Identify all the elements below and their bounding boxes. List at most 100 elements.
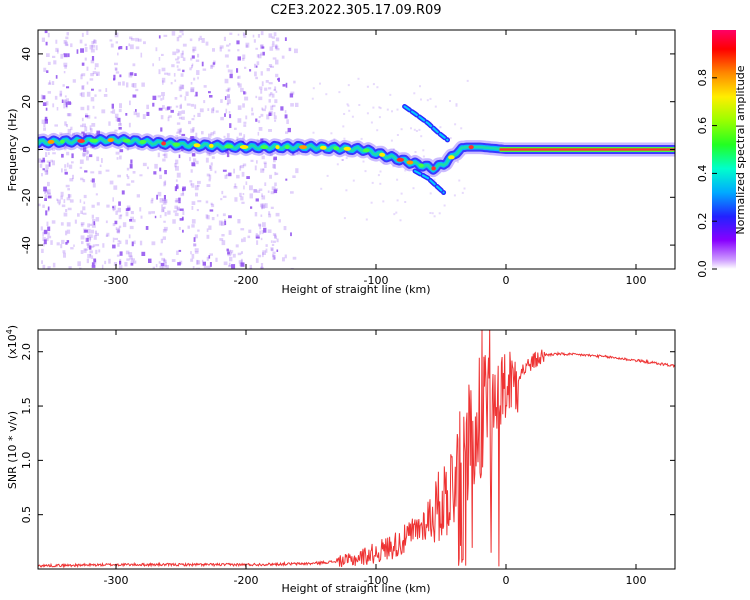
- noise-speckle: [261, 203, 266, 208]
- noise-speckle: [135, 37, 139, 42]
- noise-speckle: [159, 252, 163, 256]
- noise-speckle: [370, 121, 373, 124]
- noise-speckle: [163, 258, 166, 262]
- noise-speckle: [255, 47, 258, 50]
- noise-speckle: [131, 258, 135, 261]
- noise-speckle: [113, 74, 116, 80]
- noise-speckle: [130, 216, 134, 220]
- noise-speckle: [164, 199, 168, 204]
- colorbar-title: Normalized spectral amplitude: [734, 65, 747, 234]
- noise-speckle: [45, 210, 48, 216]
- noise-speckle: [135, 88, 139, 92]
- noise-speckle: [260, 44, 264, 49]
- noise-speckle: [53, 60, 57, 65]
- noise-speckle: [46, 221, 49, 226]
- noise-speckle: [55, 75, 58, 79]
- noise-speckle: [105, 220, 108, 224]
- noise-speckle: [225, 89, 229, 92]
- noise-speckle: [273, 256, 276, 260]
- noise-speckle: [150, 199, 154, 204]
- noise-speckle: [56, 198, 59, 201]
- noise-speckle: [162, 158, 166, 162]
- noise-speckle: [393, 213, 396, 216]
- noise-speckle: [342, 125, 345, 128]
- noise-speckle: [201, 259, 204, 263]
- noise-speckle: [274, 234, 277, 238]
- noise-speckle: [191, 206, 194, 210]
- noise-speckle: [175, 135, 179, 140]
- noise-speckle: [125, 250, 130, 255]
- noise-speckle: [66, 197, 71, 201]
- noise-speckle: [392, 165, 395, 168]
- noise-speckle: [181, 133, 186, 136]
- noise-speckle: [154, 215, 157, 219]
- noise-speckle: [274, 99, 278, 104]
- noise-speckle: [76, 49, 79, 54]
- noise-speckle: [193, 77, 196, 81]
- noise-speckle: [274, 182, 277, 187]
- noise-speckle: [66, 113, 71, 117]
- noise-speckle: [40, 226, 43, 231]
- noise-speckle: [210, 162, 213, 166]
- noise-speckle: [129, 44, 134, 50]
- noise-speckle: [196, 259, 199, 265]
- noise-speckle: [348, 109, 351, 112]
- noise-speckle: [189, 157, 191, 162]
- noise-speckle: [222, 195, 227, 198]
- noise-speckle: [260, 263, 264, 268]
- noise-speckle: [129, 219, 132, 222]
- noise-speckle: [191, 55, 195, 59]
- noise-speckle: [141, 82, 145, 87]
- noise-speckle: [180, 193, 185, 197]
- noise-speckle: [80, 235, 85, 240]
- noise-speckle: [161, 257, 165, 261]
- noise-speckle: [86, 242, 91, 246]
- noise-speckle: [351, 115, 354, 118]
- noise-speckle: [42, 231, 44, 237]
- noise-speckle: [189, 67, 192, 71]
- noise-speckle: [219, 45, 224, 49]
- noise-speckle: [382, 162, 385, 165]
- noise-speckle: [273, 32, 277, 37]
- noise-speckle: [158, 69, 161, 75]
- noise-speckle: [184, 96, 187, 101]
- noise-speckle: [212, 62, 216, 65]
- noise-speckle: [449, 100, 451, 102]
- spectrogram-y-axis-title: Frequency (Hz): [6, 109, 19, 192]
- noise-speckle: [84, 229, 88, 233]
- noise-speckle: [285, 131, 289, 134]
- noise-speckle: [260, 138, 264, 143]
- noise-speckle: [249, 264, 252, 269]
- noise-speckle: [89, 237, 92, 240]
- noise-speckle: [196, 160, 199, 165]
- noise-speckle: [232, 253, 236, 258]
- ridge-hotspot: [77, 139, 85, 143]
- noise-speckle: [400, 128, 403, 131]
- noise-speckle: [460, 127, 463, 130]
- noise-speckle: [66, 151, 70, 156]
- noise-speckle: [91, 146, 95, 148]
- noise-speckle: [286, 119, 289, 124]
- noise-speckle: [148, 258, 152, 263]
- noise-speckle: [267, 190, 270, 193]
- noise-speckle: [255, 198, 259, 202]
- noise-speckle: [206, 215, 210, 220]
- noise-speckle: [81, 86, 84, 90]
- noise-speckle: [180, 53, 184, 58]
- noise-speckle: [272, 251, 276, 255]
- noise-speckle: [44, 198, 47, 201]
- noise-speckle: [48, 152, 50, 155]
- noise-speckle: [117, 52, 119, 56]
- noise-speckle: [249, 69, 252, 72]
- noise-speckle: [179, 130, 182, 135]
- noise-speckle: [134, 73, 137, 76]
- noise-speckle: [92, 71, 97, 75]
- noise-speckle: [115, 210, 118, 215]
- noise-speckle: [132, 83, 137, 88]
- noise-speckle: [63, 252, 66, 258]
- noise-speckle: [238, 132, 242, 136]
- noise-speckle: [126, 146, 129, 151]
- noise-speckle: [226, 152, 230, 158]
- noise-speckle: [85, 115, 89, 118]
- noise-speckle: [52, 103, 55, 108]
